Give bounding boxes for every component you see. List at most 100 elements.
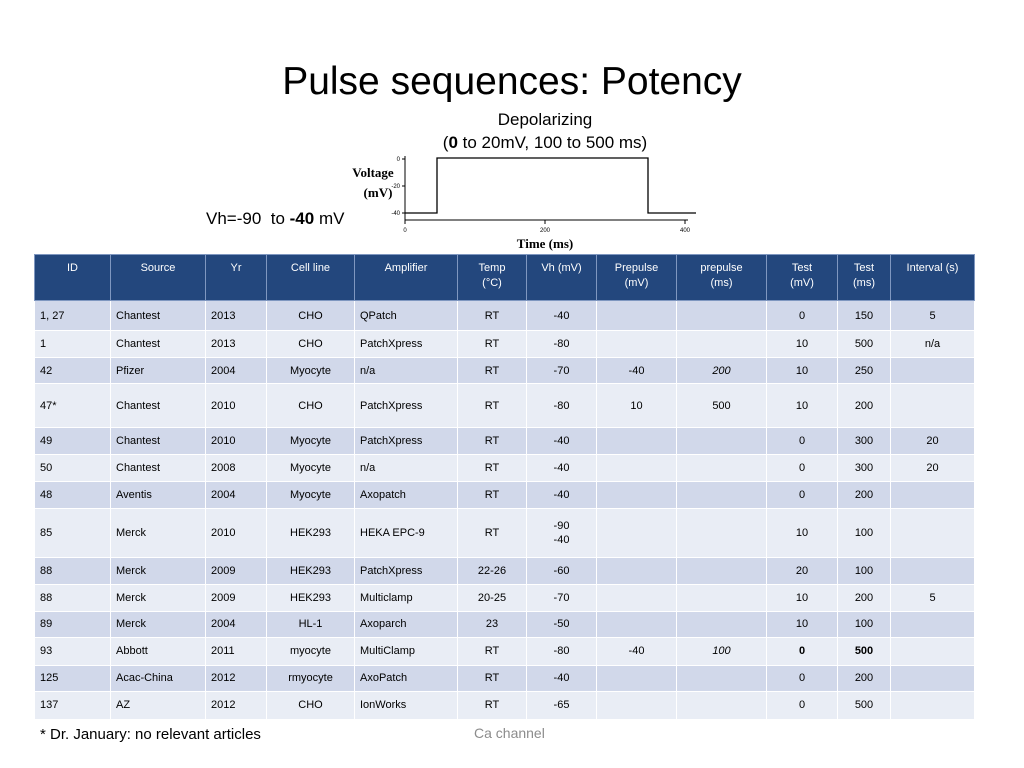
cell-interval: [890, 610, 975, 638]
cell-temp: RT: [457, 454, 527, 483]
cell-interval: [890, 636, 975, 666]
cell-interval: [890, 690, 975, 721]
cell-prepulse-ms: [676, 427, 767, 456]
footnote: * Dr. January: no relevant articles: [40, 726, 261, 743]
table-row: 48 Aventis 2004 Myocyte Axopatch RT -40 …: [34, 481, 975, 510]
cell-interval: 5: [890, 299, 975, 332]
header-vh: Vh (mV): [526, 254, 597, 301]
voltage-waveform-diagram: Voltage (mV) 0 -20 -40 0 200 400 Time (m…: [352, 156, 696, 251]
cell-source: Chantest: [110, 383, 206, 429]
cell-vh: -80: [526, 383, 597, 429]
cell-prepulse-mv: [596, 299, 677, 332]
vh-prefix: Vh=-90 to: [206, 209, 290, 228]
cell-yr: 2009: [205, 583, 267, 612]
protocol-description: Depolarizing (0 to 20mV, 100 to 500 ms): [395, 108, 695, 154]
cell-id: 47*: [34, 383, 111, 429]
cell-vh: -40: [526, 427, 597, 456]
cell-id: 48: [34, 481, 111, 510]
cell-interval: [890, 556, 975, 585]
cell-prepulse-ms: [676, 508, 767, 558]
cell-id: 1: [34, 330, 111, 359]
header-test-mv: Test (mV): [766, 254, 838, 301]
table-row: 1, 27 Chantest 2013 CHO QPatch RT -40 0 …: [34, 299, 975, 332]
y-axis-label-2: (mV): [364, 185, 393, 200]
x-tick-label-0: 0: [403, 228, 407, 234]
cell-id: 49: [34, 427, 111, 456]
cell-cell-line: CHO: [266, 383, 355, 429]
cell-test-mv: 10: [766, 383, 838, 429]
cell-id: 1, 27: [34, 299, 111, 332]
cell-id: 85: [34, 508, 111, 558]
cell-vh: -50: [526, 610, 597, 638]
cell-temp: RT: [457, 383, 527, 429]
cell-cell-line: CHO: [266, 299, 355, 332]
cell-temp: RT: [457, 690, 527, 721]
cell-prepulse-ms: [676, 664, 767, 692]
cell-yr: 2011: [205, 636, 267, 666]
cell-prepulse-mv: [596, 583, 677, 612]
cell-yr: 2010: [205, 508, 267, 558]
cell-source: Chantest: [110, 330, 206, 359]
header-interval: Interval (s): [890, 254, 975, 301]
cell-prepulse-ms: [676, 583, 767, 612]
cell-prepulse-mv: -40: [596, 357, 677, 385]
cell-temp: RT: [457, 299, 527, 332]
cell-prepulse-ms: [676, 330, 767, 359]
cell-vh: -60: [526, 556, 597, 585]
cell-test-mv: 10: [766, 357, 838, 385]
cell-cell-line: HL-1: [266, 610, 355, 638]
potency-table: ID Source Yr Cell line Amplifier Temp (°C…: [34, 254, 975, 721]
cell-id: 50: [34, 454, 111, 483]
cell-amplifier: PatchXpress: [354, 556, 458, 585]
cell-amplifier: PatchXpress: [354, 330, 458, 359]
cell-test-ms: 100: [837, 508, 891, 558]
cell-cell-line: Myocyte: [266, 427, 355, 456]
header-prepulse-mv: Prepulse (mV): [596, 254, 677, 301]
cell-prepulse-mv: [596, 454, 677, 483]
cell-test-mv: 0: [766, 299, 838, 332]
cell-vh: -40: [526, 299, 597, 332]
cell-yr: 2008: [205, 454, 267, 483]
cell-test-ms: 150: [837, 299, 891, 332]
cell-prepulse-ms: [676, 556, 767, 585]
cell-vh: -70: [526, 357, 597, 385]
cell-test-mv: 10: [766, 583, 838, 612]
cell-vh: -65: [526, 690, 597, 721]
cell-id: 88: [34, 583, 111, 612]
cell-cell-line: HEK293: [266, 556, 355, 585]
cell-vh: -70: [526, 583, 597, 612]
y-axis-label-1: Voltage: [352, 165, 394, 180]
cell-source: Abbott: [110, 636, 206, 666]
cell-source: Merck: [110, 610, 206, 638]
cell-amplifier: PatchXpress: [354, 383, 458, 429]
cell-id: 125: [34, 664, 111, 692]
cell-test-mv: 0: [766, 690, 838, 721]
cell-source: Aventis: [110, 481, 206, 510]
cell-temp: 23: [457, 610, 527, 638]
protocol-line-2-bold: 0: [448, 133, 458, 152]
header-id: ID: [34, 254, 111, 301]
cell-prepulse-ms: 500: [676, 383, 767, 429]
cell-source: Chantest: [110, 299, 206, 332]
cell-amplifier: n/a: [354, 454, 458, 483]
cell-vh: -40: [526, 454, 597, 483]
footer-label: Ca channel: [474, 725, 545, 741]
cell-temp: RT: [457, 664, 527, 692]
cell-temp: RT: [457, 636, 527, 666]
cell-yr: 2012: [205, 664, 267, 692]
vh-bold: -40: [289, 209, 315, 228]
pulse-trace: [405, 157, 696, 214]
cell-interval: [890, 664, 975, 692]
cell-amplifier: QPatch: [354, 299, 458, 332]
cell-prepulse-mv: [596, 664, 677, 692]
cell-amplifier: PatchXpress: [354, 427, 458, 456]
cell-prepulse-mv: [596, 556, 677, 585]
cell-yr: 2013: [205, 299, 267, 332]
cell-test-ms: 300: [837, 427, 891, 456]
table-row: 93 Abbott 2011 myocyte MultiClamp RT -80…: [34, 636, 975, 666]
cell-temp: RT: [457, 427, 527, 456]
cell-prepulse-mv: [596, 330, 677, 359]
cell-cell-line: Myocyte: [266, 357, 355, 385]
y-tick-label-1: -20: [391, 184, 400, 190]
cell-temp: RT: [457, 357, 527, 385]
